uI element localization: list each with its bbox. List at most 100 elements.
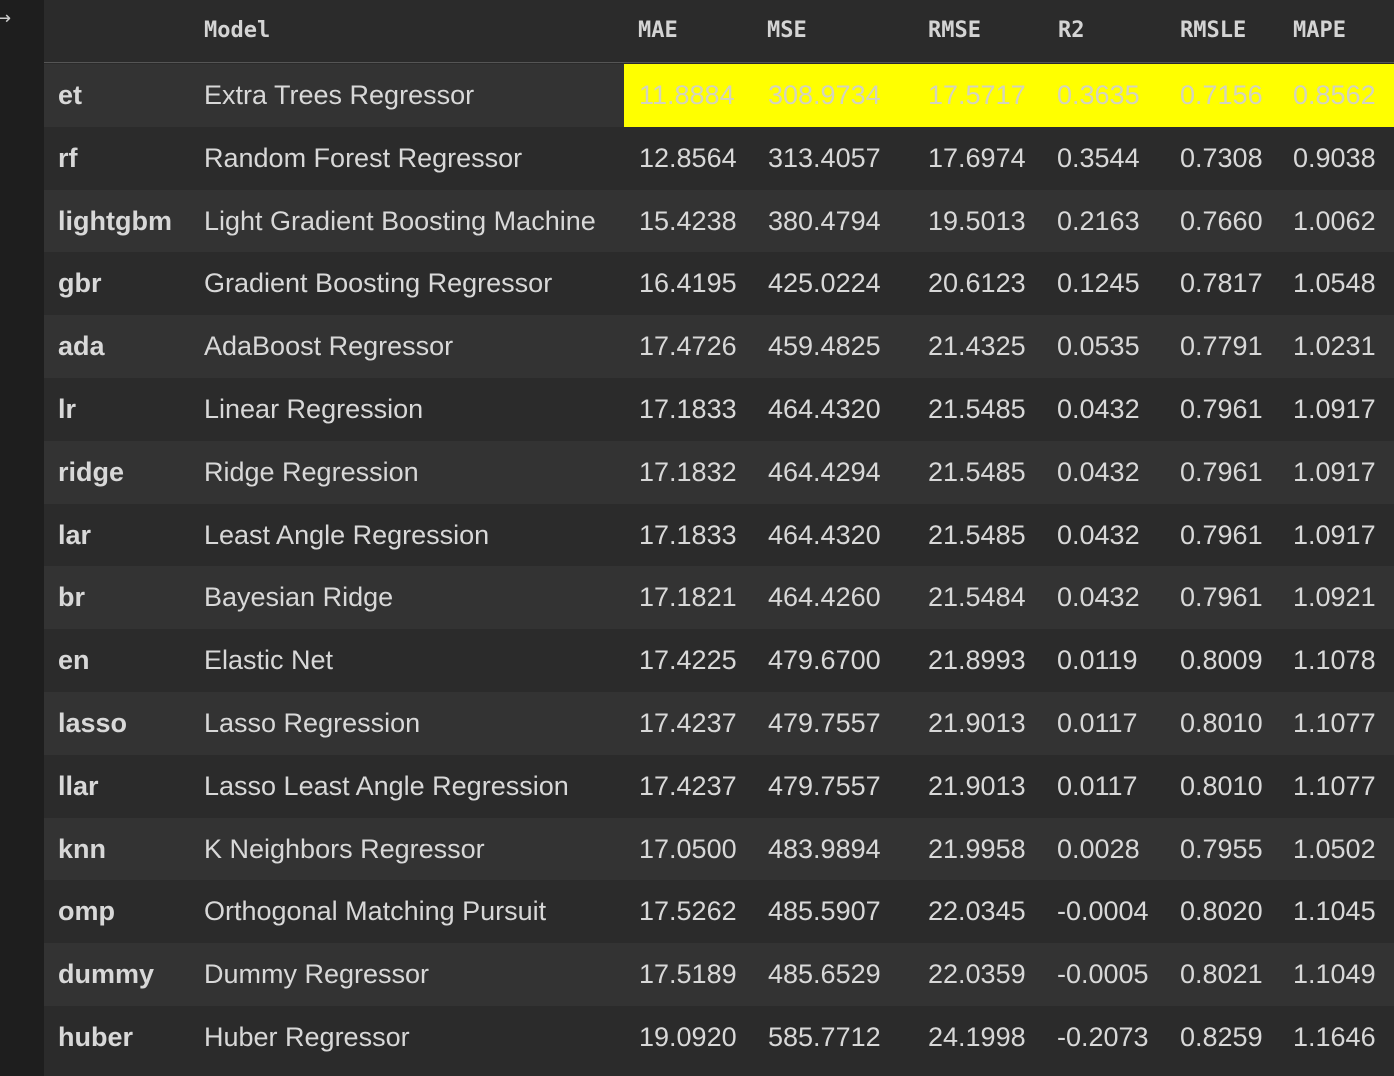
cell-rmsle: 0.8010 bbox=[1180, 771, 1263, 801]
cell-mae: 17.1833 bbox=[639, 394, 737, 424]
output-gutter: ↦ bbox=[0, 0, 44, 1076]
cell-key: ada bbox=[58, 331, 105, 361]
table-row: gbr Gradient Boosting Regressor 16.4195 425… bbox=[44, 252, 1394, 315]
table-row: en Elastic Net 17.4225 479.6700 21.8993 0.011… bbox=[44, 629, 1394, 692]
cell-mse: 464.4294 bbox=[768, 457, 881, 487]
cell-mae: 17.1832 bbox=[639, 457, 737, 487]
cell-mse: 459.4825 bbox=[768, 331, 881, 361]
header-mae: MAE bbox=[638, 18, 678, 43]
cell-rmse: 17.5717 bbox=[928, 80, 1026, 110]
cell-r2: 0.0432 bbox=[1057, 457, 1140, 487]
cell-rmsle: 0.7156 bbox=[1180, 80, 1263, 110]
cell-mse: 483.9894 bbox=[768, 834, 881, 864]
cell-mae: 17.5189 bbox=[639, 959, 737, 989]
cell-mape: 1.1077 bbox=[1293, 771, 1376, 801]
cell-mape: 1.1045 bbox=[1293, 896, 1376, 926]
header-r2: R2 bbox=[1058, 18, 1085, 43]
cell-key: ridge bbox=[58, 457, 125, 487]
cell-rmsle: 0.8021 bbox=[1180, 959, 1263, 989]
table-row: rf Random Forest Regressor 12.8564 313.4057… bbox=[44, 127, 1394, 190]
cell-mae: 17.4726 bbox=[639, 331, 737, 361]
cell-key: gbr bbox=[58, 268, 102, 298]
cell-mape: 1.0231 bbox=[1293, 331, 1376, 361]
cell-mse: 464.4260 bbox=[768, 582, 881, 612]
cell-mae: 12.8564 bbox=[639, 143, 737, 173]
cell-mse: 479.6700 bbox=[768, 645, 881, 675]
cell-rmse: 20.6123 bbox=[928, 268, 1026, 298]
cell-model: Extra Trees Regressor bbox=[204, 80, 475, 110]
cell-mape: 1.0917 bbox=[1293, 457, 1376, 487]
cell-key: lasso bbox=[58, 708, 128, 738]
cell-model: Orthogonal Matching Pursuit bbox=[204, 896, 547, 926]
cell-r2: 0.0117 bbox=[1057, 771, 1138, 801]
cell-key: et bbox=[58, 80, 83, 110]
cell-mape: 1.0502 bbox=[1293, 834, 1376, 864]
arrow-right-icon[interactable]: ↦ bbox=[0, 8, 12, 29]
cell-mse: 585.7712 bbox=[768, 1022, 881, 1052]
cell-mae: 16.4195 bbox=[639, 268, 737, 298]
cell-model: Least Angle Regression bbox=[204, 520, 490, 550]
table-row: knn K Neighbors Regressor 17.0500 483.9894 2… bbox=[44, 818, 1394, 881]
cell-mse: 479.7557 bbox=[768, 708, 881, 738]
cell-mae: 17.1833 bbox=[639, 520, 737, 550]
cell-mape: 1.0917 bbox=[1293, 520, 1376, 550]
cell-mape: 1.1646 bbox=[1293, 1022, 1376, 1052]
cell-key: lightgbm bbox=[58, 206, 172, 236]
cell-model: Random Forest Regressor bbox=[204, 143, 523, 173]
cell-mae: 17.1821 bbox=[639, 582, 737, 612]
cell-rmsle: 0.8010 bbox=[1180, 708, 1263, 738]
cell-mae: 17.4225 bbox=[639, 645, 737, 675]
cell-rmse: 17.6974 bbox=[928, 143, 1026, 173]
cell-mse: 479.7557 bbox=[768, 771, 881, 801]
cell-mse: 313.4057 bbox=[768, 143, 881, 173]
cell-r2: 0.3635 bbox=[1057, 80, 1140, 110]
cell-mape: 0.9038 bbox=[1293, 143, 1376, 173]
cell-mape: 1.1078 bbox=[1293, 645, 1376, 675]
table-row: dummy Dummy Regressor 17.5189 485.6529 22.03… bbox=[44, 943, 1394, 1006]
cell-rmse: 21.4325 bbox=[928, 331, 1026, 361]
cell-rmsle: 0.7961 bbox=[1180, 394, 1263, 424]
cell-mse: 425.0224 bbox=[768, 268, 881, 298]
cell-model: Ridge Regression bbox=[204, 457, 419, 487]
cell-model: Elastic Net bbox=[204, 645, 334, 675]
cell-rmse: 22.0359 bbox=[928, 959, 1026, 989]
table-row: lr Linear Regression 17.1833 464.4320 21.548… bbox=[44, 378, 1394, 441]
cell-mape: 1.0062 bbox=[1293, 206, 1376, 236]
cell-r2: 0.0432 bbox=[1057, 520, 1140, 550]
cell-mape: 1.0548 bbox=[1293, 268, 1376, 298]
cell-mse: 485.6529 bbox=[768, 959, 881, 989]
cell-r2: -0.0005 bbox=[1057, 959, 1149, 989]
cell-r2: 0.3544 bbox=[1057, 143, 1140, 173]
cell-mape: 1.1077 bbox=[1293, 708, 1376, 738]
cell-rmsle: 0.7955 bbox=[1180, 834, 1263, 864]
cell-mape: 1.0917 bbox=[1293, 394, 1376, 424]
cell-rmse: 24.1998 bbox=[928, 1022, 1026, 1052]
cell-key: dummy bbox=[58, 959, 155, 989]
cell-rmse: 21.9013 bbox=[928, 708, 1026, 738]
cell-mape: 1.0921 bbox=[1293, 582, 1376, 612]
cell-mae: 17.4237 bbox=[639, 771, 737, 801]
header-rmsle: RMSLE bbox=[1180, 18, 1247, 43]
cell-r2: 0.0028 bbox=[1057, 834, 1140, 864]
table-row: llar Lasso Least Angle Regression 17.4237 4… bbox=[44, 755, 1394, 818]
cell-rmsle: 0.7961 bbox=[1180, 520, 1263, 550]
cell-model: Huber Regressor bbox=[204, 1022, 410, 1052]
table-row: ada AdaBoost Regressor 17.4726 459.4825 21.4… bbox=[44, 315, 1394, 378]
cell-r2: 0.0432 bbox=[1057, 394, 1140, 424]
cell-mse: 308.9734 bbox=[768, 80, 881, 110]
cell-model: Lasso Least Angle Regression bbox=[204, 771, 569, 801]
cell-mape: 1.1049 bbox=[1293, 959, 1376, 989]
cell-model: Linear Regression bbox=[204, 394, 424, 424]
cell-mse: 464.4320 bbox=[768, 520, 881, 550]
cell-rmse: 21.9013 bbox=[928, 771, 1026, 801]
cell-model: K Neighbors Regressor bbox=[204, 834, 485, 864]
cell-rmsle: 0.7308 bbox=[1180, 143, 1263, 173]
best-score-highlight bbox=[624, 64, 1394, 127]
cell-key: en bbox=[58, 645, 90, 675]
cell-rmsle: 0.7791 bbox=[1180, 331, 1263, 361]
cell-rmsle: 0.8259 bbox=[1180, 1022, 1263, 1052]
header-mse: MSE bbox=[767, 18, 807, 43]
cell-rmsle: 0.8020 bbox=[1180, 896, 1263, 926]
cell-rmsle: 0.8009 bbox=[1180, 645, 1263, 675]
cell-rmsle: 0.7961 bbox=[1180, 457, 1263, 487]
